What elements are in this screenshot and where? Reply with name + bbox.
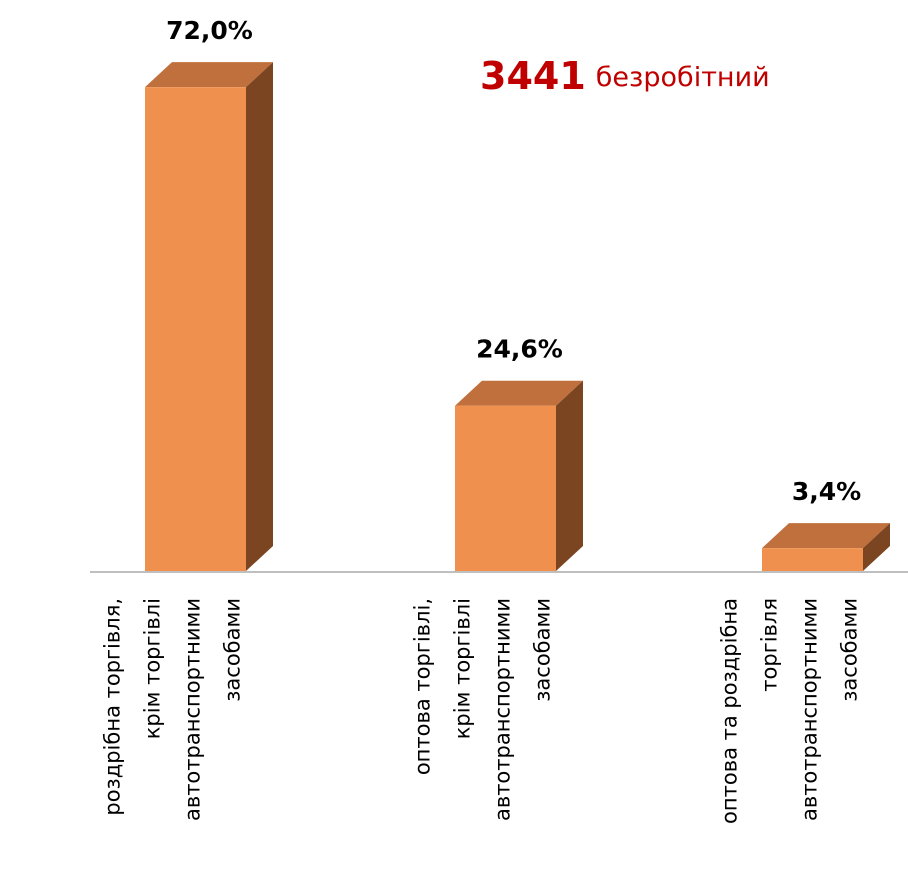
data-label: 72,0% [166, 16, 253, 45]
x-tick-label: засобами [221, 598, 245, 702]
annotation-text: безробітний [596, 62, 770, 93]
bar-top [145, 62, 273, 88]
annotation: 3441 безробітний [480, 54, 770, 98]
x-tick-label: автотранспортними [181, 598, 205, 821]
annotation-number: 3441 [480, 54, 586, 98]
x-tick-label: оптова торгівлі, [411, 598, 435, 775]
data-label: 24,6% [476, 335, 563, 364]
bar-top [455, 380, 583, 406]
x-tick-label: крім торгівлі [141, 598, 165, 739]
x-tick-label: засобами [531, 598, 555, 702]
x-tick-label: крім торгівлі [451, 598, 475, 739]
bar-side [863, 523, 890, 571]
x-tick-label: оптова та роздрібна [718, 598, 742, 824]
bar-side [556, 380, 583, 571]
x-tick-label: засобами [838, 598, 862, 702]
bar [145, 87, 246, 571]
bar [762, 548, 863, 571]
data-label: 3,4% [792, 477, 861, 506]
x-tick-label: автотранспортними [798, 598, 822, 821]
x-tick-label: роздрібна торгівля, [101, 598, 125, 816]
bar [455, 405, 556, 571]
bar-top [762, 523, 890, 549]
bar-side [246, 62, 273, 571]
x-tick-label: автотранспортними [491, 598, 515, 821]
x-tick-label: торгівля [758, 598, 782, 692]
